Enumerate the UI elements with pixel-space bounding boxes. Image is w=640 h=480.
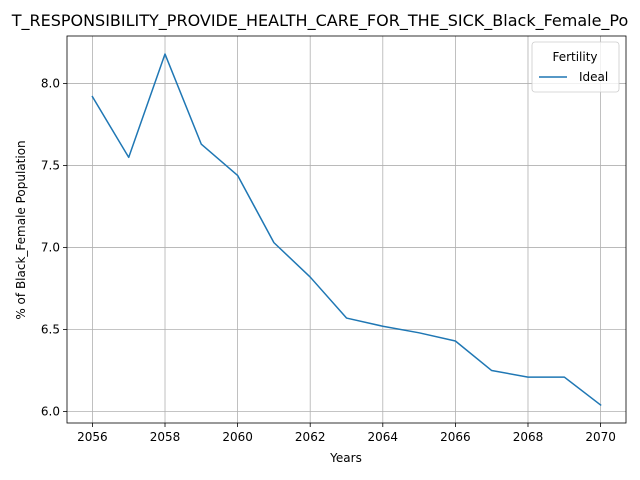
series-lines bbox=[91, 53, 602, 407]
y-tick-label: 7.0 bbox=[41, 241, 60, 255]
y-axis-label: % of Black_Female Population bbox=[14, 140, 28, 319]
y-axis-ticks: 6.0 6.5 7.0 7.5 8.0 bbox=[41, 77, 67, 419]
chart-title: T_RESPONSIBILITY_PROVIDE_HEALTH_CARE_FOR… bbox=[11, 11, 629, 31]
x-tick-label: 2056 bbox=[77, 430, 108, 444]
y-tick-label: 6.0 bbox=[41, 405, 60, 419]
x-tick-label: 2066 bbox=[440, 430, 471, 444]
legend-label: Ideal bbox=[579, 70, 608, 84]
y-tick-label: 6.5 bbox=[41, 323, 60, 337]
series-line-ideal bbox=[91, 53, 602, 407]
x-tick-label: 2070 bbox=[585, 430, 616, 444]
plot-area-frame bbox=[66, 35, 627, 424]
x-tick-label: 2064 bbox=[368, 430, 399, 444]
x-tick-label: 2068 bbox=[513, 430, 544, 444]
legend-box bbox=[531, 41, 620, 93]
x-tick-label: 2058 bbox=[150, 430, 181, 444]
x-axis-label: Years bbox=[329, 451, 362, 465]
legend-title: Fertility bbox=[552, 50, 597, 64]
y-tick-label: 8.0 bbox=[41, 77, 60, 91]
legend: Fertility Ideal bbox=[531, 41, 620, 93]
x-tick-label: 2062 bbox=[295, 430, 326, 444]
x-tick-label: 2060 bbox=[222, 430, 253, 444]
y-tick-label: 7.5 bbox=[41, 159, 60, 173]
x-axis-ticks: 2056 2058 2060 2062 2064 2066 2068 2070 bbox=[77, 423, 616, 444]
